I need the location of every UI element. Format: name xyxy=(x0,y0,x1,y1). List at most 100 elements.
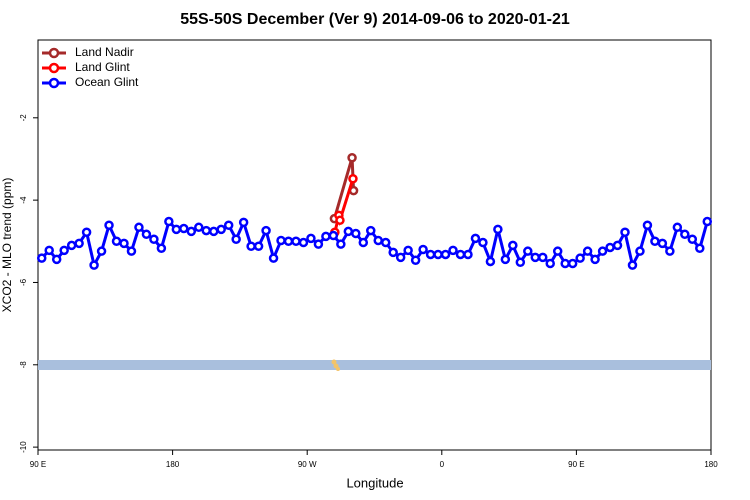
data-point xyxy=(66,240,77,251)
data-point xyxy=(560,258,570,269)
data-point xyxy=(455,249,466,260)
data-point xyxy=(201,225,211,236)
data-point xyxy=(403,245,413,256)
data-point xyxy=(351,228,361,239)
legend-label: Land Nadir xyxy=(75,45,134,59)
x-tick-label: 90 E xyxy=(30,460,46,469)
data-point xyxy=(119,238,129,249)
x-tick-label: 90 E xyxy=(568,460,584,469)
data-point xyxy=(81,227,92,237)
y-tick-label: -2 xyxy=(19,114,28,122)
data-point xyxy=(36,253,47,263)
data-point xyxy=(605,242,615,253)
data-point xyxy=(347,152,357,163)
data-point xyxy=(336,239,346,249)
data-point xyxy=(111,236,122,247)
data-point xyxy=(104,220,114,230)
x-tick-label: 180 xyxy=(166,460,180,469)
data-point xyxy=(141,229,152,240)
data-point xyxy=(298,237,309,248)
data-point xyxy=(485,256,496,267)
plot-frame xyxy=(37,39,712,451)
data-point xyxy=(261,225,271,236)
data-point xyxy=(126,246,137,256)
data-point xyxy=(478,237,488,248)
data-point xyxy=(366,225,376,236)
data-point xyxy=(380,237,391,248)
data-point xyxy=(328,230,339,241)
data-point xyxy=(530,252,541,263)
coverage-dot xyxy=(331,359,337,365)
y-tick-label: -10 xyxy=(19,441,28,453)
data-point xyxy=(493,224,503,235)
data-point xyxy=(231,234,241,244)
data-point xyxy=(680,229,690,240)
data-point xyxy=(642,220,653,230)
data-point xyxy=(687,234,698,244)
data-point xyxy=(358,237,369,248)
data-point xyxy=(313,239,324,249)
data-point xyxy=(582,246,593,256)
data-point xyxy=(448,245,458,256)
data-point xyxy=(515,257,526,268)
legend-marker xyxy=(48,47,60,59)
data-point xyxy=(96,246,107,256)
data-point xyxy=(418,244,428,255)
data-point xyxy=(164,216,174,227)
data-point xyxy=(672,222,683,233)
data-point xyxy=(348,173,358,184)
data-point xyxy=(51,254,62,265)
legend-label: Land Glint xyxy=(75,60,130,74)
chart-title: 55S-50S December (Ver 9) 2014-09-06 to 2… xyxy=(180,11,570,28)
data-point xyxy=(343,226,354,237)
data-point xyxy=(186,226,197,237)
y-tick-label: -8 xyxy=(19,361,28,369)
data-point xyxy=(567,258,578,269)
data-point xyxy=(523,246,533,256)
data-point xyxy=(395,252,406,263)
data-point xyxy=(575,253,585,263)
data-point xyxy=(463,249,473,260)
data-point xyxy=(179,223,189,234)
data-point xyxy=(268,253,279,263)
data-point xyxy=(425,249,436,260)
data-point xyxy=(470,233,481,244)
data-point xyxy=(246,241,256,251)
data-point xyxy=(306,233,316,244)
data-point xyxy=(508,240,518,251)
legend-marker xyxy=(48,62,60,74)
data-point xyxy=(216,224,226,235)
data-point xyxy=(335,215,345,226)
data-point xyxy=(208,226,219,237)
data-point xyxy=(612,240,623,251)
data-point xyxy=(665,246,675,256)
data-point xyxy=(156,243,167,254)
x-axis-label: Longitude xyxy=(346,475,403,490)
data-point xyxy=(552,246,563,256)
data-point xyxy=(291,236,301,247)
data-point xyxy=(635,246,645,256)
data-point xyxy=(702,216,713,227)
y-tick-label: -4 xyxy=(19,196,28,204)
data-point xyxy=(223,220,234,230)
data-point xyxy=(44,245,54,256)
coverage-dot xyxy=(336,367,340,371)
coverage-strip xyxy=(38,360,711,370)
data-point xyxy=(134,222,144,233)
data-point xyxy=(388,247,398,258)
data-point xyxy=(373,235,383,246)
data-point xyxy=(89,260,99,270)
legend-marker xyxy=(48,77,60,89)
data-point xyxy=(538,252,548,263)
data-point xyxy=(590,254,600,265)
data-point xyxy=(171,224,182,235)
x-tick-label: 180 xyxy=(704,460,718,469)
data-point xyxy=(627,260,638,270)
data-point xyxy=(410,255,421,265)
data-point xyxy=(253,241,264,251)
data-point xyxy=(620,227,630,237)
data-point xyxy=(238,217,249,228)
x-tick-label: 0 xyxy=(440,460,445,469)
